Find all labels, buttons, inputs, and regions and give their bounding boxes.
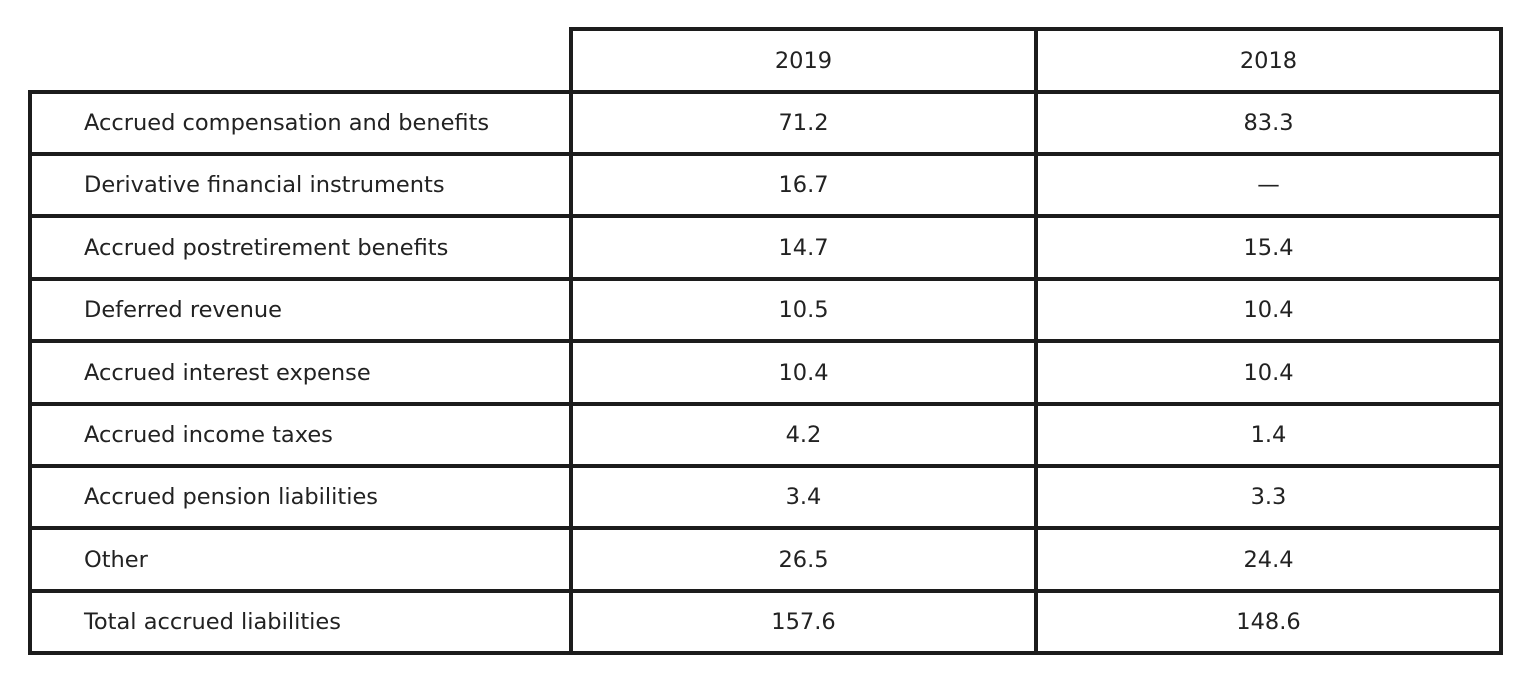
- grid-line-vertical: [1034, 27, 1038, 655]
- table-cell: 16.7: [778, 172, 829, 198]
- table-cell: 4.2: [785, 422, 822, 448]
- table-cell: —: [1257, 172, 1280, 198]
- grid-line-horizontal: [28, 526, 1503, 530]
- grid-line-horizontal: [28, 214, 1503, 218]
- grid-line-horizontal: [28, 339, 1503, 343]
- row-label: Accrued postretirement benefits: [84, 234, 449, 261]
- grid-line-vertical: [28, 90, 32, 655]
- grid-line-vertical: [1499, 27, 1503, 655]
- column-header-2019: 2019: [774, 47, 833, 74]
- row-label: Accrued income taxes: [84, 422, 333, 448]
- row-label: Accrued compensation and benefits: [84, 110, 490, 136]
- table-cell: 26.5: [778, 546, 829, 573]
- column-header-2018: 2018: [1239, 47, 1298, 74]
- row-label: Accrued interest expense: [84, 359, 371, 386]
- table-cell: 71.2: [778, 110, 829, 136]
- table-cell: 157.6: [771, 609, 836, 635]
- table-cell: 148.6: [1236, 609, 1301, 635]
- table-cell: 1.4: [1250, 422, 1287, 448]
- row-label: Accrued pension liabilities: [84, 484, 379, 510]
- row-label: Total accrued liabilities: [84, 609, 341, 635]
- table-cell: 24.4: [1243, 546, 1294, 573]
- table-cell: 14.7: [778, 234, 829, 261]
- row-label: Other: [84, 546, 148, 573]
- table-cell: 10.4: [778, 359, 829, 386]
- grid-line-horizontal: [28, 152, 1503, 156]
- grid-line-horizontal: [28, 402, 1503, 406]
- grid-line-horizontal: [28, 277, 1503, 281]
- table-cell: 3.4: [785, 484, 822, 510]
- row-label: Deferred revenue: [84, 297, 282, 323]
- table-cell: 15.4: [1243, 234, 1294, 261]
- grid-line-horizontal: [28, 651, 1503, 655]
- table-cell: 83.3: [1243, 110, 1294, 136]
- grid-line-horizontal: [28, 90, 1503, 94]
- table-cell: 10.4: [1243, 359, 1294, 386]
- grid-line-horizontal: [28, 464, 1503, 468]
- grid-line-horizontal: [28, 589, 1503, 593]
- table-cell: 10.4: [1243, 297, 1294, 323]
- table-cell: 10.5: [778, 297, 829, 323]
- grid-line-vertical: [569, 27, 573, 655]
- row-label: Derivative financial instruments: [84, 172, 445, 198]
- table-cell: 3.3: [1250, 484, 1287, 510]
